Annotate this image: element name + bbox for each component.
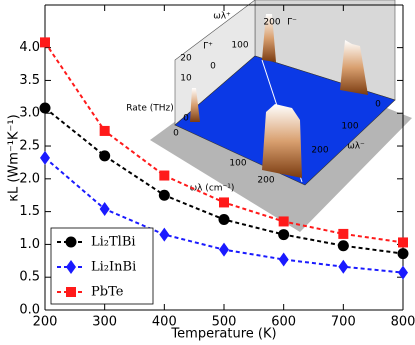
marker (158, 189, 170, 201)
marker (337, 240, 349, 252)
marker (278, 252, 289, 267)
inset-peak (262, 104, 302, 178)
marker (278, 216, 289, 227)
inset-label: Γ⁻ (287, 18, 297, 28)
y-tick-label: 1.5 (19, 204, 40, 219)
y-tick-label: 3.0 (19, 106, 40, 121)
inset-peak (262, 14, 276, 62)
y-tick-label: 2.5 (19, 139, 40, 154)
marker (338, 228, 349, 239)
marker (40, 37, 50, 48)
inset-label: Γ⁺ (203, 42, 213, 52)
inset-label: Rate (THz) (126, 104, 174, 114)
x-tick-label: 200 (33, 315, 58, 330)
marker (398, 237, 408, 248)
inset-label: ωλ⁺ (213, 12, 231, 22)
inset-label: 20 (180, 54, 192, 64)
y-axis-label: κL (Wm⁻¹K⁻¹) (7, 114, 22, 201)
legend-label: Li₂TlBi (91, 235, 136, 250)
y-tick-label: 4.0 (19, 40, 40, 55)
marker (218, 213, 230, 225)
marker (99, 150, 111, 162)
marker (397, 248, 409, 260)
inset-label: 200 (257, 176, 274, 186)
marker (99, 201, 110, 216)
y-tick-label: 0.0 (19, 303, 40, 318)
marker (159, 227, 170, 242)
marker (338, 259, 349, 274)
inset-label: 10 (180, 74, 192, 84)
x-tick-label: 600 (271, 315, 296, 330)
marker (219, 197, 229, 208)
x-tick-label: 800 (391, 315, 415, 330)
inset-label: 0 (173, 129, 179, 139)
x-tick-label: 700 (331, 315, 356, 330)
inset-label: 0 (183, 114, 189, 124)
legend-marker (65, 236, 77, 248)
inset-label: 200 (311, 146, 328, 156)
legend-marker (66, 287, 76, 297)
inset-label: 100 (341, 122, 358, 132)
legend-label: Li₂InBi (91, 260, 136, 275)
inset-label: 100 (229, 159, 246, 169)
inset-label: 0 (210, 62, 216, 72)
marker (40, 150, 50, 165)
y-tick-label: 2.0 (19, 171, 40, 186)
x-axis-label: Temperature (K) (170, 327, 276, 342)
legend-marker (66, 260, 76, 274)
marker (99, 125, 110, 136)
x-tick-label: 500 (212, 315, 237, 330)
marker (398, 265, 408, 280)
y-tick-label: 3.5 (19, 73, 40, 88)
inset-label: 100 (231, 41, 248, 51)
inset-label: ωλ (cm⁻¹) (190, 184, 235, 194)
marker (159, 170, 170, 181)
legend-label: PbTe (91, 285, 124, 300)
inset-peak (340, 40, 368, 95)
marker (39, 102, 51, 114)
marker (278, 229, 290, 241)
inset-label: 200 (263, 18, 280, 28)
y-tick-label: 0.5 (19, 270, 40, 285)
x-tick-label: 300 (92, 315, 117, 330)
y-tick-label: 1.0 (19, 237, 40, 252)
inset-peak (190, 88, 200, 122)
inset-label: 0 (375, 100, 381, 110)
x-tick-label: 400 (152, 315, 177, 330)
marker (219, 242, 229, 257)
inset-label: ωλ⁻ (347, 142, 365, 152)
